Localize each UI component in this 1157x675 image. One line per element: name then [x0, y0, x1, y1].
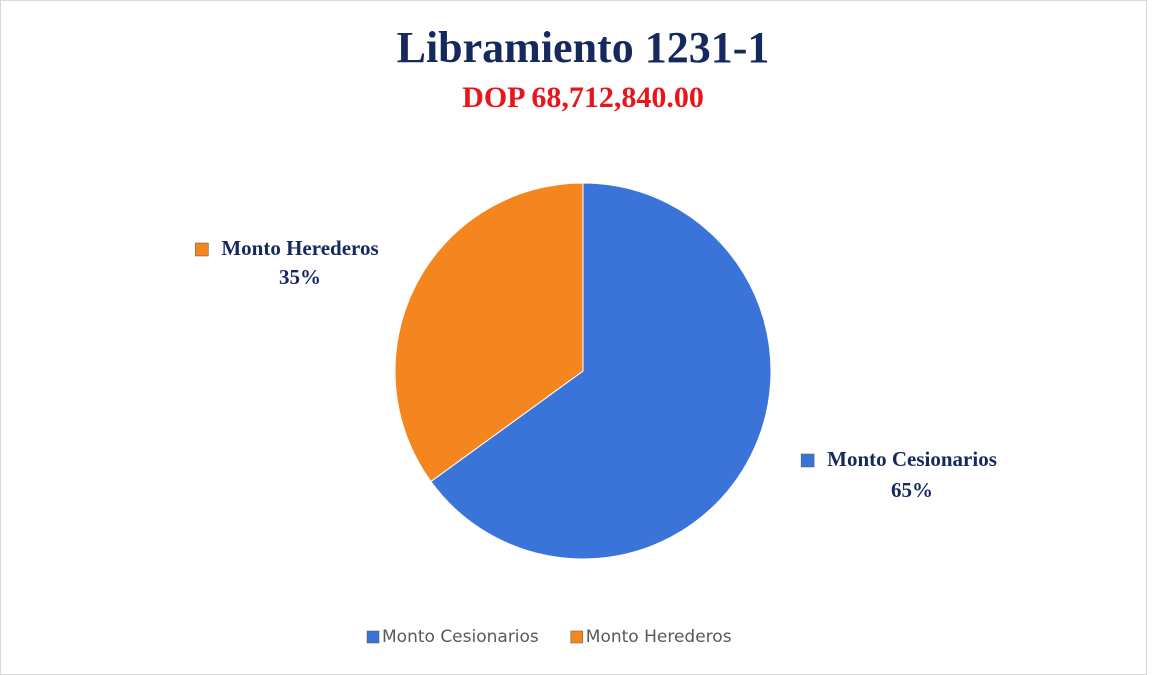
- data-label-name: Monto Cesionarios: [827, 447, 997, 471]
- legend-label: Monto Cesionarios: [382, 627, 539, 647]
- data-label-value: 35%: [279, 265, 321, 289]
- chart-subtitle: DOP 68,712,840.00: [462, 81, 704, 114]
- data-label-marker: [195, 242, 209, 257]
- legend-label: Monto Herederos: [586, 627, 732, 647]
- legend-marker: [570, 630, 584, 644]
- data-label-marker: [800, 453, 815, 468]
- pie-slice: [394, 182, 584, 483]
- legend-marker: [366, 630, 380, 644]
- data-label-value: 65%: [891, 478, 933, 502]
- data-label-name: Monto Herederos: [221, 236, 378, 260]
- pie-slice: [430, 182, 772, 560]
- chart-title: Libramiento 1231-1: [397, 23, 770, 72]
